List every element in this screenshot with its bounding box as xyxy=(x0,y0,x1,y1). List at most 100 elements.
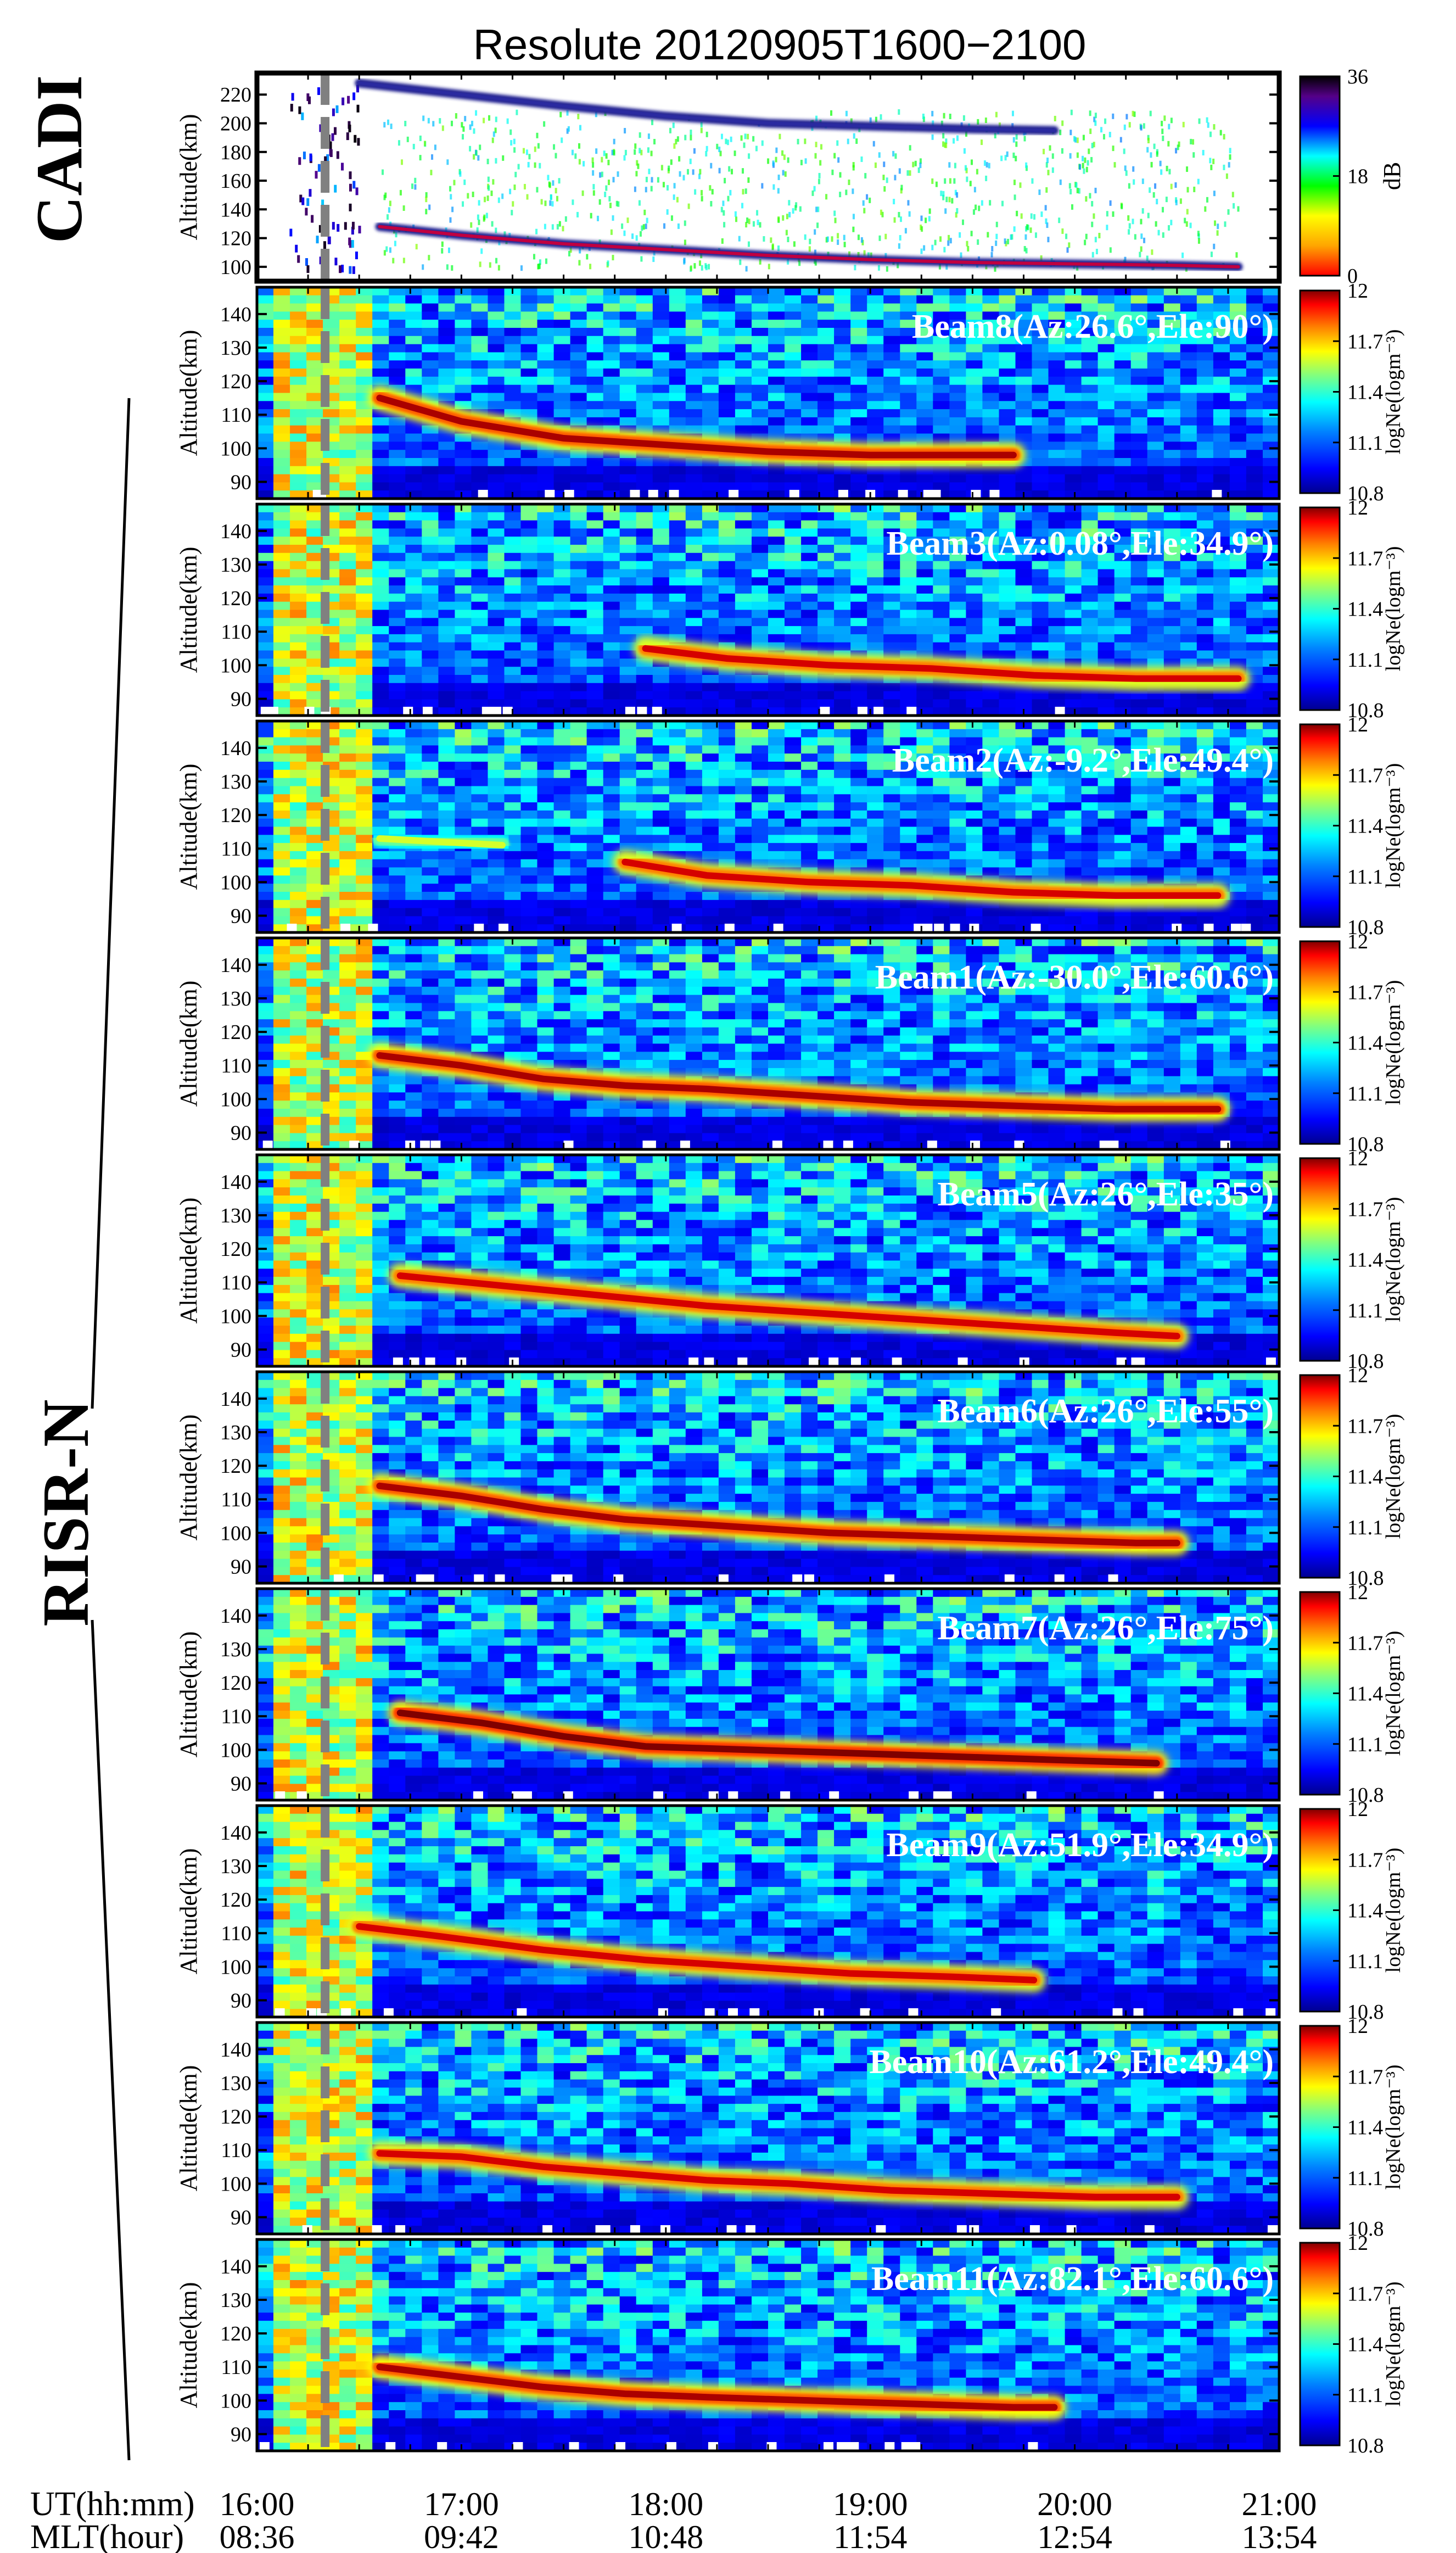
beam-cell xyxy=(1213,593,1230,602)
beam-cell xyxy=(488,610,505,618)
beam-cell xyxy=(685,552,703,562)
beam-cell xyxy=(1246,474,1263,483)
beam-cell xyxy=(883,295,900,304)
beam-cell xyxy=(1015,569,1033,578)
beam-cell xyxy=(290,900,307,909)
beam-cell xyxy=(471,552,488,562)
beam-cell xyxy=(603,610,620,618)
beam-cell xyxy=(850,425,867,434)
beam-cell xyxy=(488,512,505,521)
cadi-echo-speck xyxy=(804,234,807,240)
beam-cell xyxy=(356,585,373,594)
beam-cell xyxy=(438,778,455,787)
cadi-echo-speck xyxy=(1161,120,1163,126)
beam-cell xyxy=(867,376,884,386)
beam-cell xyxy=(702,352,719,361)
cadi-echo-speck xyxy=(1147,213,1150,219)
beam-cell xyxy=(933,336,950,345)
beam-cell xyxy=(669,482,686,491)
cadi-echo-speck xyxy=(676,197,679,203)
beam-cell xyxy=(504,393,522,401)
missing-data-cell xyxy=(630,490,640,498)
beam-cell xyxy=(290,336,307,345)
beam-cell xyxy=(553,376,571,386)
beam-cell xyxy=(570,585,587,594)
beam-cell xyxy=(685,384,703,394)
beam-cell xyxy=(1196,618,1214,627)
beam-cell xyxy=(966,642,983,651)
beam-cell xyxy=(389,450,406,459)
beam-cell xyxy=(290,352,307,361)
beam-cell xyxy=(586,287,604,296)
missing-data-cell xyxy=(478,490,488,498)
beam-cell xyxy=(537,585,555,594)
beam-cell xyxy=(372,691,389,700)
beam-cell xyxy=(883,352,900,361)
cadi-echo-speck xyxy=(1106,225,1108,231)
beam-cell xyxy=(306,360,323,369)
cadi-echo-speck xyxy=(1025,162,1028,168)
beam-cell xyxy=(356,384,373,394)
beam-cell xyxy=(372,859,389,868)
cadi-echo-speck xyxy=(739,259,742,265)
beam-cell xyxy=(455,900,472,909)
beam-cell xyxy=(504,474,522,483)
beam-cell xyxy=(257,490,274,499)
beam-cell xyxy=(619,311,637,320)
beam-cell xyxy=(619,601,637,611)
cadi-echo-speck xyxy=(668,165,670,171)
beam-cell xyxy=(356,699,373,708)
cadi-echo-speck xyxy=(892,150,895,157)
beam-cell xyxy=(1097,360,1115,369)
beam-cell xyxy=(1065,425,1082,434)
beam-cell xyxy=(273,786,290,795)
beam-cell xyxy=(1180,650,1197,659)
beam-cell xyxy=(257,352,274,361)
beam-cell xyxy=(669,360,686,369)
beam-cell xyxy=(553,577,571,586)
cadi-echo-speck xyxy=(635,171,638,177)
beam-cell xyxy=(372,802,389,811)
beam-cell xyxy=(405,729,422,738)
beam-cell xyxy=(372,450,389,459)
beam-cell xyxy=(257,601,274,611)
beam-cell xyxy=(422,520,439,529)
beam-cell xyxy=(438,474,455,483)
beam-cell xyxy=(619,368,637,377)
beam-cell xyxy=(570,667,587,675)
beam-cell xyxy=(356,908,373,917)
cadi-echo-speck xyxy=(579,125,581,131)
beam-cell xyxy=(949,409,966,418)
beam-cell xyxy=(290,512,307,521)
beam-cell xyxy=(1114,618,1132,627)
beam-cell xyxy=(290,593,307,602)
beam-cell xyxy=(488,762,505,770)
beam-cell xyxy=(405,450,422,459)
beam-cell xyxy=(1196,393,1214,401)
beam-cell xyxy=(916,401,933,410)
beam-cell xyxy=(1229,442,1247,450)
cadi-echo-speck xyxy=(1212,158,1215,164)
beam-cell xyxy=(966,287,983,296)
beam-cell xyxy=(438,320,455,328)
beam-cell xyxy=(999,311,1016,320)
beam-cell xyxy=(257,729,274,738)
cadi-echo-speck xyxy=(931,134,934,140)
beam-cell xyxy=(553,417,571,426)
beam-cell xyxy=(768,634,785,643)
beam-cell xyxy=(834,569,851,578)
beam-cell xyxy=(1114,601,1132,611)
beam-cell xyxy=(537,650,555,659)
beam-cell xyxy=(1147,393,1164,401)
beam-cell xyxy=(817,512,835,521)
beam-cell xyxy=(389,482,406,491)
beam-cell xyxy=(916,577,933,586)
beam-cell xyxy=(537,818,555,828)
beam-cell xyxy=(290,826,307,835)
beam-cell xyxy=(422,729,439,738)
beam-cell xyxy=(570,786,587,795)
beam-cell xyxy=(422,900,439,909)
cadi-echo-speck xyxy=(1031,178,1034,184)
cadi-echo-speck xyxy=(781,150,784,156)
